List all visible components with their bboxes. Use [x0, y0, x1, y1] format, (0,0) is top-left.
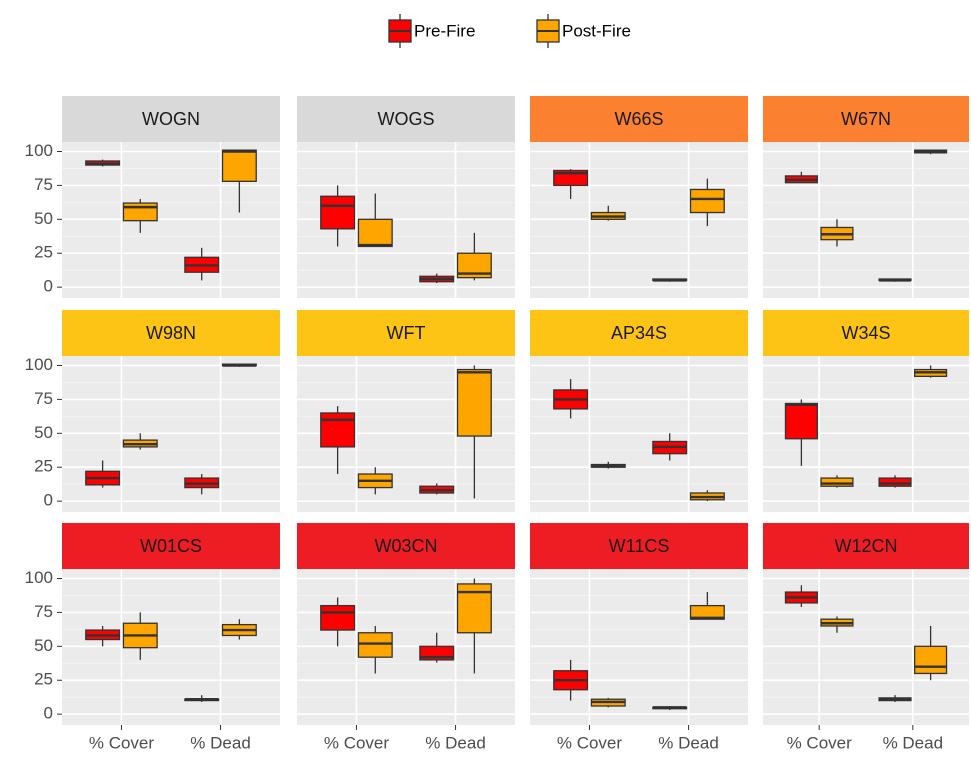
strip-title: W01CS: [140, 536, 202, 556]
legend-label: Post-Fire: [562, 21, 631, 40]
box: [320, 412, 356, 448]
strip: [62, 310, 280, 356]
x-tick-label: % Dead: [190, 733, 250, 752]
y-tick-label: 75: [34, 389, 53, 408]
box: [122, 202, 158, 222]
box: [784, 402, 818, 440]
strip: [297, 523, 515, 569]
x-tick-label: % Dead: [425, 733, 485, 752]
strip: [530, 310, 748, 356]
x-tick-label: % Cover: [324, 733, 390, 752]
strip-title: AP34S: [611, 323, 667, 343]
strip-title: W67N: [841, 109, 891, 129]
x-tick-label: % Dead: [883, 733, 943, 752]
strip-title: W34S: [841, 323, 890, 343]
box: [878, 477, 912, 487]
strip: [297, 310, 515, 356]
strip-title: W03CN: [374, 536, 437, 556]
box: [357, 218, 393, 248]
box: [820, 477, 854, 487]
strip-title: WFT: [387, 323, 426, 343]
strip: [530, 523, 748, 569]
strip: [763, 523, 969, 569]
y-tick-label: 25: [34, 457, 53, 476]
box: [320, 195, 356, 230]
box: [689, 604, 725, 620]
y-tick-label: 50: [34, 636, 53, 655]
strip-title: W98N: [146, 323, 196, 343]
strip: [530, 96, 748, 142]
legend-label: Pre-Fire: [414, 21, 475, 40]
y-tick-label: 25: [34, 670, 53, 689]
x-tick-label: % Cover: [787, 733, 853, 752]
strip-title: W66S: [614, 109, 663, 129]
box: [914, 645, 948, 675]
y-tick-label: 0: [44, 277, 53, 296]
strip-title: WOGS: [378, 109, 435, 129]
y-tick-label: 100: [25, 141, 53, 160]
strip: [763, 96, 969, 142]
y-tick-label: 50: [34, 423, 53, 442]
x-tick-label: % Cover: [89, 733, 155, 752]
strip: [62, 96, 280, 142]
box: [689, 188, 725, 214]
y-tick-label: 0: [44, 704, 53, 723]
y-tick-label: 0: [44, 491, 53, 510]
box: [357, 632, 393, 658]
box: [456, 368, 492, 437]
y-tick-label: 75: [34, 175, 53, 194]
strip-title: W12CN: [834, 536, 897, 556]
y-tick-label: 75: [34, 602, 53, 621]
x-tick-label: % Cover: [557, 733, 623, 752]
strip: [297, 96, 515, 142]
y-tick-label: 100: [25, 355, 53, 374]
strip: [62, 523, 280, 569]
box: [221, 149, 257, 182]
y-tick-label: 25: [34, 243, 53, 262]
strip-title: W11CS: [609, 536, 670, 556]
y-tick-label: 50: [34, 209, 53, 228]
strip-title: WOGN: [142, 109, 200, 129]
x-tick-label: % Dead: [658, 733, 718, 752]
strip: [763, 310, 969, 356]
y-tick-label: 100: [25, 568, 53, 587]
box: [320, 604, 356, 631]
